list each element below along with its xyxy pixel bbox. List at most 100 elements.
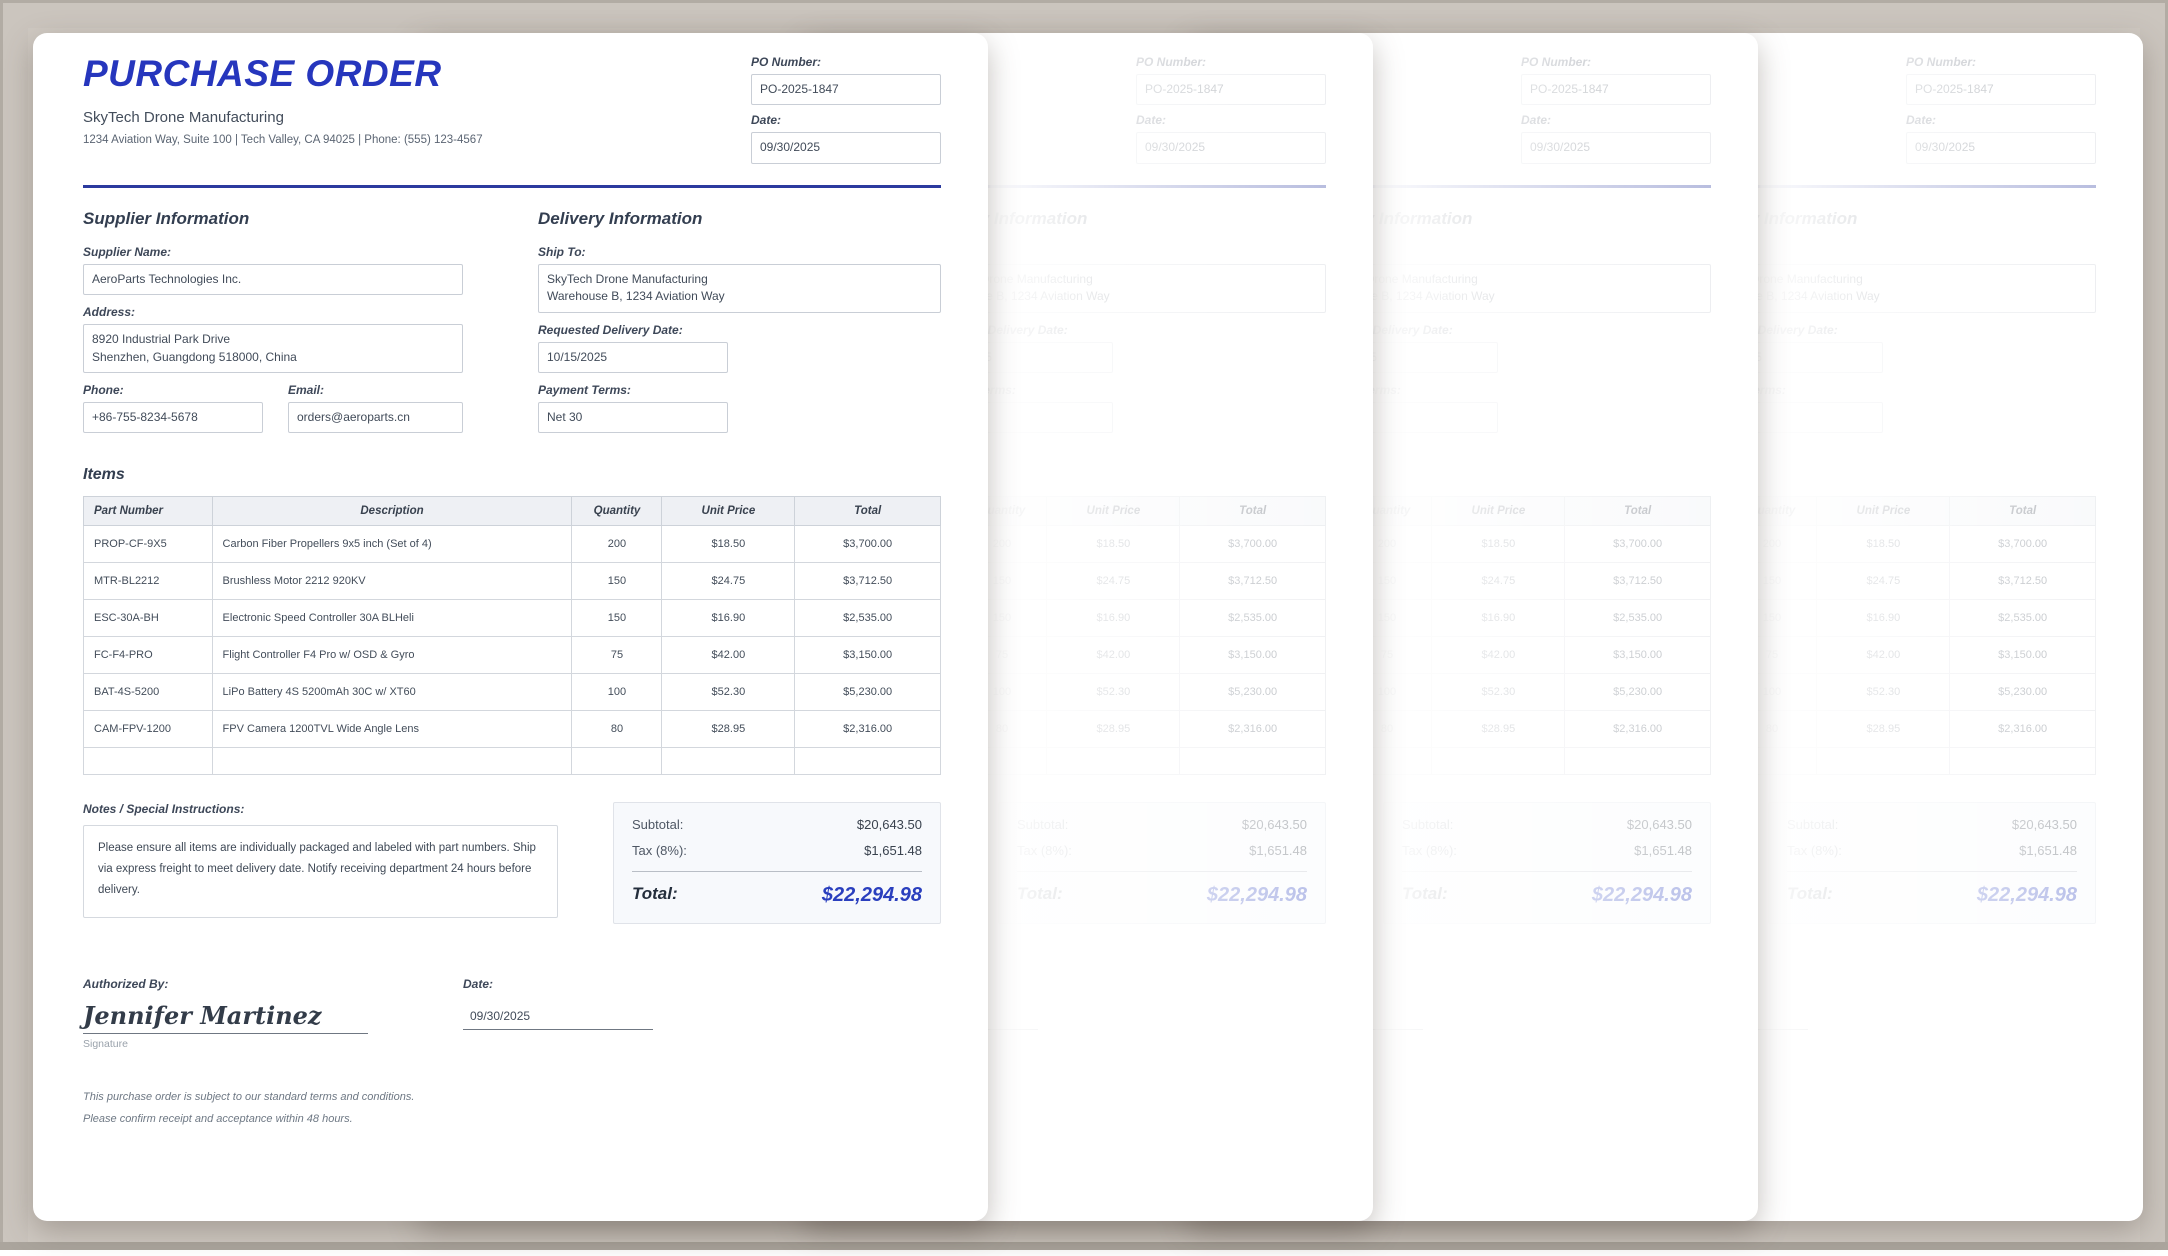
item-cell: $16.90	[661, 599, 796, 638]
item-cell: $16.90	[1431, 599, 1566, 638]
item-cell: $18.50	[661, 525, 796, 564]
item-cell: PROP-CF-9X5	[83, 525, 213, 564]
company-name: SkyTech Drone Manufacturing	[83, 109, 284, 126]
po-meta-block: PO Number: PO-2025-1847 Date: 09/30/2025	[1521, 49, 1711, 172]
authorization-section: Authorized By: Jennifer Martinez Signatu…	[83, 977, 941, 1050]
signature-field[interactable]: Jennifer Martinez	[83, 1001, 368, 1035]
po-date-label: Date:	[1521, 113, 1552, 128]
item-cell: $5,230.00	[1179, 673, 1326, 712]
po-date-label: Date:	[1906, 113, 1937, 128]
col-quantity: Quantity	[571, 496, 663, 527]
payment-terms-input[interactable]: Net 30	[538, 401, 728, 434]
supplier-email-label: Email:	[288, 382, 325, 397]
delivery-date-input[interactable]: 10/15/2025	[538, 341, 728, 373]
subtotal-value: $20,643.50	[1626, 817, 1692, 833]
items-header-row: Part Number Description Quantity Unit Pr…	[83, 496, 941, 527]
item-cell: $2,535.00	[1179, 599, 1326, 638]
item-cell: MTR-BL2212	[83, 562, 213, 601]
signature-caption: Signature	[83, 1038, 128, 1051]
supplier-address-label: Address:	[83, 305, 136, 320]
delivery-date-label: Requested Delivery Date:	[538, 322, 683, 337]
item-cell: Flight Controller F4 Pro w/ OSD & Gyro	[211, 636, 573, 675]
item-cell: $28.95	[1046, 710, 1181, 749]
item-cell: $52.30	[1046, 673, 1181, 712]
item-cell: 75	[571, 636, 663, 675]
item-cell: $3,712.50	[1949, 562, 2096, 601]
item-cell: $24.75	[661, 562, 796, 601]
col-total: Total	[1564, 496, 1711, 527]
supplier-phone-label: Phone:	[83, 382, 124, 397]
totals-divider	[1402, 871, 1692, 873]
tax-value: $1,651.48	[1249, 843, 1307, 859]
ship-to-input[interactable]: SkyTech Drone Manufacturing Warehouse B,…	[538, 263, 941, 313]
item-cell: $3,150.00	[794, 636, 941, 675]
notes-block: Notes / Special Instructions: Please ens…	[83, 802, 558, 919]
item-cell: Brushless Motor 2212 920KV	[211, 562, 573, 601]
item-cell: 100	[571, 673, 663, 712]
item-cell: $24.75	[1046, 562, 1181, 601]
totals-box: Subtotal: $20,643.50 Tax (8%): $1,651.48…	[1383, 802, 1711, 925]
subtotal-label: Subtotal:	[1017, 817, 1069, 833]
col-unit-price: Unit Price	[1816, 496, 1951, 527]
item-cell: $3,150.00	[1179, 636, 1326, 675]
terms-line-1: This purchase order is subject to our st…	[83, 1091, 415, 1104]
subtotal-value: $20,643.50	[1241, 817, 1307, 833]
supplier-address-input[interactable]: 8920 Industrial Park Drive Shenzhen, Gua…	[83, 324, 463, 373]
page-title: PURCHASE ORDER	[83, 53, 442, 94]
item-cell: BAT-4S-5200	[83, 673, 213, 712]
item-cell: $24.75	[1431, 562, 1566, 601]
col-unit-price: Unit Price	[661, 496, 796, 527]
col-total: Total	[1949, 496, 2096, 527]
supplier-heading: Supplier Information	[83, 208, 250, 228]
item-cell: ESC-30A-BH	[83, 599, 213, 638]
header-divider	[83, 184, 941, 188]
item-cell: $42.00	[661, 636, 796, 675]
supplier-email-input[interactable]: orders@aeroparts.cn	[288, 401, 463, 434]
po-number-input[interactable]: PO-2025-1847	[751, 74, 941, 106]
items-table: Part Number Description Quantity Unit Pr…	[83, 496, 941, 776]
item-cell: LiPo Battery 4S 5200mAh 30C w/ XT60	[211, 673, 573, 712]
items-heading: Items	[83, 466, 125, 484]
item-cell: $3,700.00	[1949, 525, 2096, 564]
tax-value: $1,651.48	[864, 843, 922, 859]
col-unit-price: Unit Price	[1431, 496, 1566, 527]
total-label: Total:	[1402, 884, 1448, 904]
tax-value: $1,651.48	[2019, 843, 2077, 859]
po-date-input[interactable]: 09/30/2025	[751, 132, 941, 164]
po-number-label: PO Number:	[1521, 55, 1592, 69]
total-value: $22,294.98	[1591, 884, 1692, 907]
authorized-by-block: Authorized By: Jennifer Martinez Signatu…	[83, 977, 368, 1050]
window-bottom-edge	[0, 1242, 2168, 1250]
item-cell: $28.95	[661, 710, 796, 749]
total-label: Total:	[1017, 884, 1063, 904]
item-cell: $42.00	[1046, 636, 1181, 675]
tax-label: Tax (8%):	[632, 843, 687, 859]
item-cell: $42.00	[1431, 636, 1566, 675]
supplier-name-input[interactable]: AeroParts Technologies Inc.	[83, 263, 463, 296]
po-page-slot-main: PURCHASE ORDER SkyTech Drone Manufacturi…	[33, 33, 988, 1221]
item-cell: $3,712.50	[794, 562, 941, 601]
po-number-input: PO-2025-1847	[1906, 74, 2096, 106]
item-cell: 200	[571, 525, 663, 564]
company-address: 1234 Aviation Way, Suite 100 | Tech Vall…	[83, 134, 483, 146]
item-cell: $3,150.00	[1564, 636, 1711, 675]
po-number-input: PO-2025-1847	[1136, 74, 1326, 106]
item-cell: $3,150.00	[1949, 636, 2096, 675]
header-company-block: PURCHASE ORDER SkyTech Drone Manufacturi…	[83, 49, 751, 146]
item-cell: $16.90	[1046, 599, 1181, 638]
total-value: $22,294.98	[1206, 884, 1307, 907]
auth-date-field[interactable]: 09/30/2025	[463, 1009, 653, 1031]
notes-input[interactable]: Please ensure all items are individually…	[83, 825, 558, 919]
item-cell: FC-F4-PRO	[83, 636, 213, 675]
col-description: Description	[211, 496, 573, 527]
po-number-label: PO Number:	[751, 55, 822, 69]
item-cell: $52.30	[661, 673, 796, 712]
po-number-label: PO Number:	[1136, 55, 1207, 69]
notes-and-totals: Notes / Special Instructions: Please ens…	[83, 802, 941, 925]
subtotal-label: Subtotal:	[1402, 817, 1454, 833]
totals-divider	[632, 871, 922, 873]
subtotal-value: $20,643.50	[2011, 817, 2077, 833]
supplier-phone-input[interactable]: +86-755-8234-5678	[83, 401, 263, 434]
